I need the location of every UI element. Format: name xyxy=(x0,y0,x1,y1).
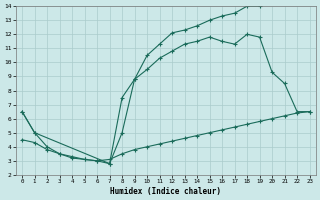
X-axis label: Humidex (Indice chaleur): Humidex (Indice chaleur) xyxy=(110,187,221,196)
